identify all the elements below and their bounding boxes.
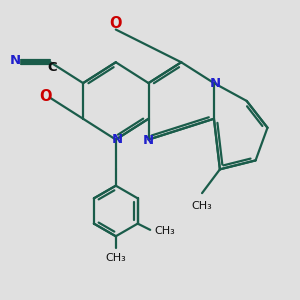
Text: O: O <box>39 89 51 104</box>
Text: N: N <box>111 133 122 146</box>
Text: N: N <box>10 54 21 67</box>
Text: CH₃: CH₃ <box>105 253 126 263</box>
Text: O: O <box>110 16 122 31</box>
Text: N: N <box>210 76 221 90</box>
Text: CH₃: CH₃ <box>191 201 212 211</box>
Text: C: C <box>47 61 57 74</box>
Text: N: N <box>142 134 154 147</box>
Text: CH₃: CH₃ <box>154 226 176 236</box>
